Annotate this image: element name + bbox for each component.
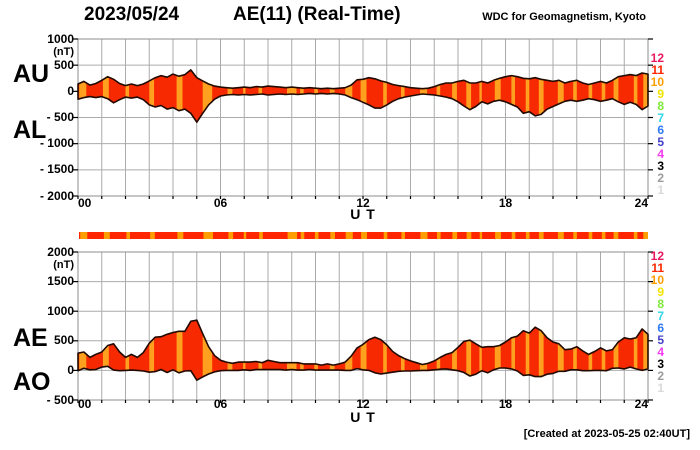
legend-station-2-au-al: 2 — [657, 171, 664, 185]
x-tick-au-al-18: 18 — [498, 196, 513, 210]
legend-station-5-au-al: 5 — [657, 135, 664, 149]
legend-station-7-ae-ao: 7 — [657, 309, 664, 323]
legend-station-3-au-al: 3 — [657, 159, 664, 173]
x-tick-ae-ao-12: 12 — [356, 397, 370, 411]
legend-station-6-au-al: 6 — [657, 123, 664, 137]
legend-station-8-ae-ao: 8 — [657, 297, 664, 311]
x-tick-ae-ao-00: 00 — [78, 397, 92, 411]
legend-station-4-ae-ao: 4 — [657, 345, 664, 359]
panel-ae-ao — [73, 251, 653, 403]
date-label: 2023/05/24 — [84, 4, 180, 25]
source-label: WDC for Geomagnetism, Kyoto — [482, 11, 646, 23]
y-tick-au-al-0: 0 — [67, 83, 74, 98]
x-tick-au-al-00: 00 — [78, 196, 92, 210]
legend-station-11-ae-ao: 11 — [651, 261, 664, 275]
ut-label-bottom: U T — [350, 409, 376, 425]
legend-station-2-ae-ao: 2 — [657, 369, 664, 383]
stations-bar — [79, 232, 648, 239]
legend-station-6-ae-ao: 6 — [657, 321, 664, 335]
y-tick-ae-ao--500: - 500 — [46, 392, 74, 407]
stripes-ae-ao — [79, 320, 648, 381]
legend-station-3-ae-ao: 3 — [657, 357, 664, 371]
panel-au-al — [73, 38, 653, 199]
y-tick-au-al-500: 500 — [53, 57, 74, 72]
legend-station-9-au-al: 9 — [657, 87, 664, 101]
unit-label-bottom: (nT) — [53, 259, 74, 271]
y-tick-ae-ao-0: 0 — [67, 362, 74, 377]
y-tick-ae-ao-500: 500 — [53, 333, 74, 348]
legend-station-9-ae-ao: 9 — [657, 285, 664, 299]
legend-station-12-au-al: 12 — [650, 51, 664, 65]
x-tick-au-al-06: 06 — [213, 196, 228, 210]
y-tick-ae-ao-1500: 1500 — [47, 274, 74, 289]
legend-station-1-au-al: 1 — [657, 183, 664, 197]
au-label: AU — [13, 60, 50, 88]
chart-title: AE(11) (Real-Time) — [233, 4, 401, 25]
x-tick-ae-ao-06: 06 — [213, 397, 228, 411]
y-tick-ae-ao-2000: 2000 — [47, 244, 74, 259]
ao-label: AO — [13, 368, 51, 396]
legend-station-7-au-al: 7 — [657, 111, 664, 125]
y-tick-au-al-1000: 1000 — [47, 31, 74, 46]
legend-station-10-ae-ao: 10 — [650, 273, 664, 287]
legend-station-4-au-al: 4 — [657, 147, 664, 161]
y-tick-ae-ao-1000: 1000 — [47, 303, 74, 318]
legend-station-1-ae-ao: 1 — [657, 381, 664, 395]
y-tick-au-al--1500: - 1500 — [39, 162, 74, 177]
created-at-label: [Created at 2023-05-25 02:40UT] — [523, 428, 690, 440]
ut-label-top: U T — [350, 206, 376, 222]
legend-station-10-au-al: 10 — [650, 75, 664, 89]
legend-station-12-ae-ao: 12 — [650, 249, 664, 263]
legend-station-11-au-al: 11 — [651, 63, 664, 77]
y-tick-au-al--1000: - 1000 — [39, 136, 74, 151]
x-tick-au-al-12: 12 — [356, 196, 370, 210]
x-tick-ae-ao-24: 24 — [634, 397, 648, 411]
legend-station-5-ae-ao: 5 — [657, 333, 664, 347]
unit-label-top: (nT) — [53, 46, 74, 58]
x-tick-au-al-24: 24 — [634, 196, 648, 210]
legend-station-8-au-al: 8 — [657, 99, 664, 113]
y-tick-au-al--2000: - 2000 — [39, 188, 74, 203]
x-tick-ae-ao-18: 18 — [498, 397, 513, 411]
al-label: AL — [13, 116, 47, 144]
y-tick-au-al--500: - 500 — [46, 110, 74, 124]
ae-label: AE — [13, 324, 48, 352]
